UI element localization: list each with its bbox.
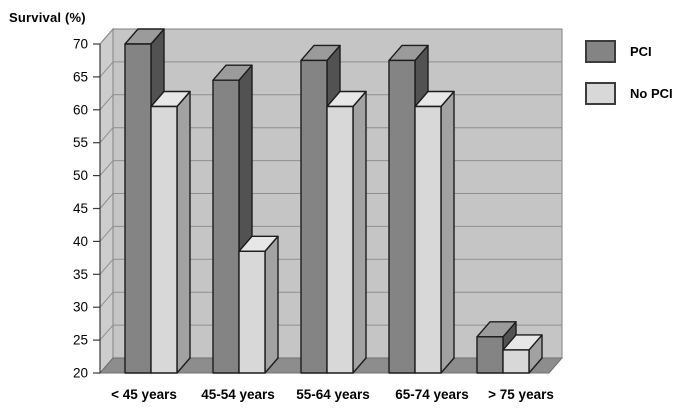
bar-front-face bbox=[326, 105, 354, 374]
y-tick-label-25: 25 bbox=[73, 333, 88, 348]
gridline-leftwall-35 bbox=[99, 258, 114, 275]
bar-front-face bbox=[300, 59, 328, 374]
gridline-leftwall-60 bbox=[99, 94, 114, 111]
y-tick-label-45: 45 bbox=[73, 201, 88, 216]
gridline-leftwall-55 bbox=[99, 127, 114, 144]
y-tick-label-70: 70 bbox=[73, 37, 88, 52]
legend-label-no-pci: No PCI bbox=[630, 85, 673, 101]
chart-title: Survival (%) bbox=[9, 10, 86, 25]
gridline-leftwall-30 bbox=[99, 291, 114, 308]
bar-front-face bbox=[238, 250, 266, 374]
bar-front-face bbox=[476, 336, 504, 374]
bar-no-pci-5 bbox=[502, 334, 543, 374]
bar-front-face bbox=[124, 43, 152, 374]
gridline-leftwall-45 bbox=[99, 193, 114, 209]
gridline-leftwall-40 bbox=[99, 226, 114, 242]
y-tick-label-65: 65 bbox=[73, 69, 88, 84]
legend-item-pci: PCI bbox=[585, 39, 683, 63]
gridline-leftwall-65 bbox=[99, 61, 114, 78]
legend-item-no-pci: No PCI bbox=[585, 81, 683, 105]
x-category-label-4: 65-74 years bbox=[395, 387, 469, 402]
gridline-leftwall-25 bbox=[99, 324, 114, 341]
y-tick-label-50: 50 bbox=[73, 168, 88, 183]
x-category-label-2: 45-54 years bbox=[201, 387, 275, 402]
gridline-leftwall-70 bbox=[99, 28, 114, 45]
bar-no-pci-2 bbox=[238, 235, 279, 374]
legend-label-pci: PCI bbox=[630, 43, 652, 59]
bar-side-face bbox=[352, 90, 367, 374]
x-category-label-1: < 45 years bbox=[111, 387, 177, 402]
y-tick-label-30: 30 bbox=[73, 300, 88, 315]
y-tick-label-20: 20 bbox=[73, 366, 88, 381]
chart-legend: PCI No PCI bbox=[585, 39, 683, 124]
bar-side-face bbox=[264, 235, 279, 374]
bar-front-face bbox=[150, 105, 178, 374]
y-tick-label-35: 35 bbox=[73, 267, 88, 282]
bar-front-face bbox=[502, 349, 530, 374]
bar-front-face bbox=[414, 105, 442, 374]
y-tick-label-60: 60 bbox=[73, 102, 88, 117]
gridline-leftwall-50 bbox=[99, 160, 114, 176]
bar-pci-5 bbox=[476, 321, 517, 374]
no-pci-color-swatch bbox=[585, 81, 616, 105]
x-category-label-5: > 75 years bbox=[488, 387, 554, 402]
bar-no-pci-1 bbox=[150, 90, 191, 374]
y-tick-label-55: 55 bbox=[73, 135, 88, 150]
bar-no-pci-3 bbox=[326, 90, 367, 374]
bar-side-face bbox=[440, 90, 455, 374]
pci-color-swatch bbox=[585, 39, 616, 63]
bar-front-face bbox=[388, 59, 416, 374]
bar-side-face bbox=[176, 90, 191, 374]
bar-no-pci-4 bbox=[414, 90, 455, 374]
y-tick-label-40: 40 bbox=[73, 234, 88, 249]
bar-front-face bbox=[212, 79, 240, 374]
x-category-label-3: 55-64 years bbox=[296, 387, 370, 402]
